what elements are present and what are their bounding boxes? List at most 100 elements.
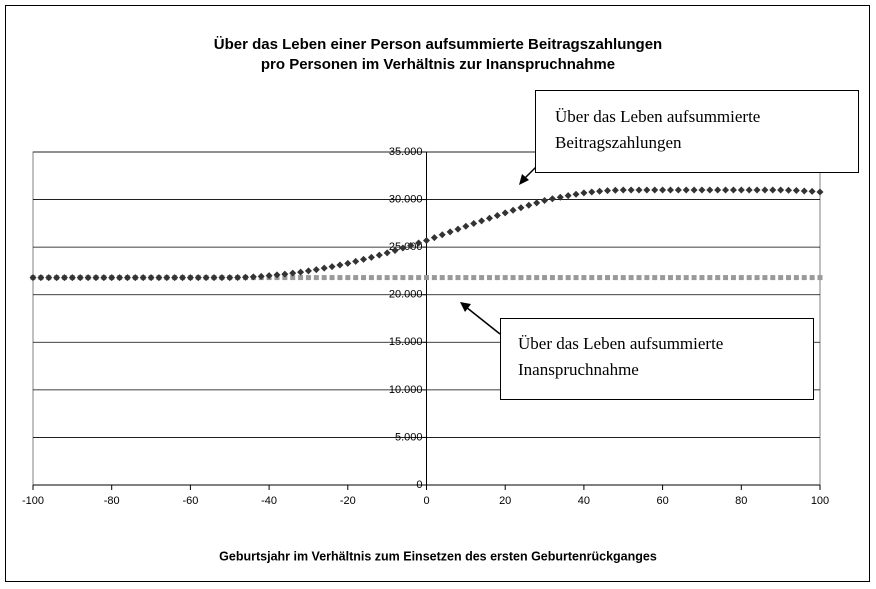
data-point <box>241 273 249 281</box>
data-point <box>123 274 131 282</box>
data-point <box>210 274 218 282</box>
annotations: Über das Leben aufsummierte Beitragszahl… <box>460 90 859 400</box>
data-point <box>431 275 437 281</box>
data-point <box>392 275 398 281</box>
data-point <box>226 274 234 282</box>
data-point <box>738 275 744 281</box>
data-point <box>754 275 760 281</box>
data-point <box>659 186 667 194</box>
data-point <box>801 275 807 281</box>
x-tick-label: -60 <box>182 495 198 507</box>
arrow-head <box>519 174 529 185</box>
y-tick-label: 35.000 <box>389 146 423 158</box>
data-point <box>809 275 815 281</box>
data-point <box>186 274 194 282</box>
data-point <box>423 236 430 244</box>
data-point <box>391 246 399 254</box>
data-point <box>297 268 305 276</box>
data-point <box>171 274 179 282</box>
data-point <box>290 275 296 281</box>
data-point <box>737 186 745 194</box>
data-point <box>368 275 374 281</box>
data-point <box>753 186 761 194</box>
data-point <box>533 199 541 207</box>
data-point <box>37 274 45 282</box>
data-point <box>502 275 508 281</box>
data-point <box>573 275 579 281</box>
data-point <box>375 251 383 259</box>
data-point <box>619 186 627 194</box>
data-point <box>45 274 53 282</box>
x-tick-label: 40 <box>578 495 590 507</box>
data-point <box>643 186 651 194</box>
data-point <box>455 275 461 281</box>
data-point <box>698 186 706 194</box>
chart-title: Über das Leben einer Person aufsummierte… <box>214 36 662 53</box>
data-point <box>131 274 139 282</box>
data-point <box>729 186 737 194</box>
data-point <box>715 275 721 281</box>
data-point <box>147 274 155 282</box>
data-point <box>29 274 37 282</box>
data-point <box>604 187 612 195</box>
data-point <box>596 187 604 195</box>
x-tick-label: -20 <box>340 495 356 507</box>
data-point <box>463 275 469 281</box>
data-point <box>424 275 429 281</box>
x-tick-label: 80 <box>735 495 747 507</box>
data-point <box>312 266 320 274</box>
data-point <box>384 275 390 281</box>
data-point <box>706 186 714 194</box>
annotation-box <box>535 90 859 173</box>
x-tick-label: -100 <box>22 495 44 507</box>
data-point <box>265 272 273 280</box>
x-axis-label: Geburtsjahr im Verhältnis zum Einsetzen … <box>219 549 657 563</box>
data-point <box>556 193 564 201</box>
data-point <box>509 206 517 214</box>
data-point <box>627 186 635 194</box>
data-point <box>675 275 681 281</box>
data-point <box>328 263 336 271</box>
data-point <box>376 275 382 281</box>
annotation-text: Über das Leben aufsummierte <box>555 107 760 126</box>
y-tick-label: 10.000 <box>389 384 423 396</box>
data-point <box>352 257 360 265</box>
data-point <box>548 195 556 203</box>
data-point <box>549 275 555 281</box>
data-point <box>345 275 351 281</box>
data-point <box>518 275 524 281</box>
data-point <box>249 273 257 281</box>
annotation-box <box>500 318 814 400</box>
data-point <box>778 275 784 281</box>
arrow-head <box>460 302 471 312</box>
data-point <box>479 275 485 281</box>
data-point <box>360 255 368 263</box>
data-point <box>501 209 509 217</box>
data-point <box>565 275 571 281</box>
data-point <box>793 275 799 281</box>
data-point <box>439 275 445 281</box>
data-point <box>415 239 423 247</box>
data-point <box>542 275 548 281</box>
annotation-text: Beitragszahlungen <box>555 133 682 152</box>
data-point <box>541 197 549 205</box>
data-point <box>777 186 785 194</box>
data-point <box>605 275 611 281</box>
data-point <box>707 275 713 281</box>
data-point <box>786 275 792 281</box>
data-point <box>714 186 722 194</box>
data-point <box>367 253 375 261</box>
data-point <box>321 275 327 281</box>
data-point <box>683 275 689 281</box>
annotation-text: Inanspruchnahme <box>518 360 639 379</box>
data-point <box>344 259 352 267</box>
data-point <box>525 201 533 209</box>
data-point <box>163 274 171 282</box>
x-tick-label: 60 <box>656 495 668 507</box>
data-point <box>289 269 297 277</box>
data-point <box>416 275 422 281</box>
data-point <box>155 274 163 282</box>
data-point <box>667 275 673 281</box>
data-point <box>699 275 705 281</box>
data-point <box>636 275 642 281</box>
